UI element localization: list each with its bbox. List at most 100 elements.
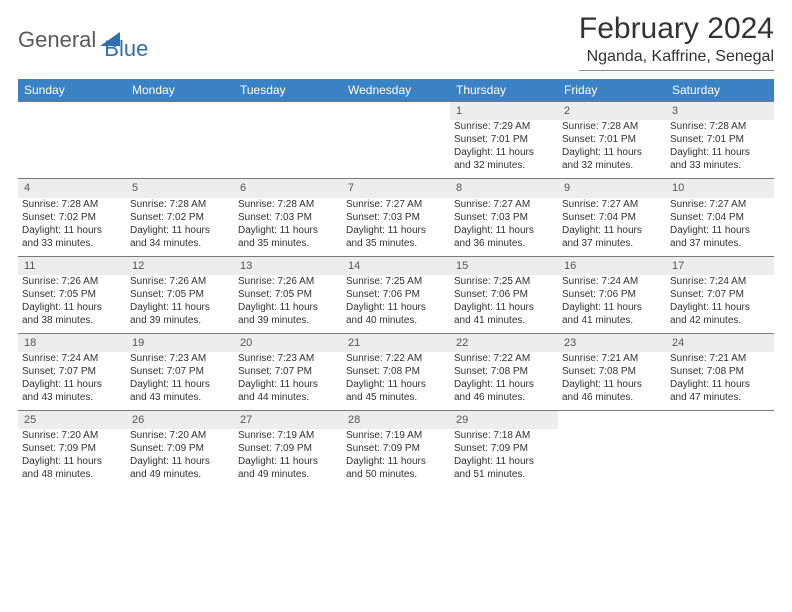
day-info-line: Sunset: 7:01 PM: [454, 133, 554, 146]
day-info-cell: Sunrise: 7:22 AMSunset: 7:08 PMDaylight:…: [450, 352, 558, 411]
day-number-cell: 20: [234, 333, 342, 352]
day-number-cell: 15: [450, 256, 558, 275]
day-info-line: Sunset: 7:05 PM: [238, 288, 338, 301]
day-info-line: Daylight: 11 hours: [346, 224, 446, 237]
day-info-cell: Sunrise: 7:28 AMSunset: 7:02 PMDaylight:…: [18, 198, 126, 257]
day-info-line: Sunrise: 7:22 AM: [454, 352, 554, 365]
day-info-cell: Sunrise: 7:20 AMSunset: 7:09 PMDaylight:…: [126, 429, 234, 487]
day-info-line: Sunrise: 7:29 AM: [454, 120, 554, 133]
day-number-cell: [18, 102, 126, 121]
day-info-line: Sunset: 7:06 PM: [562, 288, 662, 301]
day-number-cell: 13: [234, 256, 342, 275]
day-info-line: Sunset: 7:02 PM: [130, 211, 230, 224]
day-info-line: Sunset: 7:07 PM: [22, 365, 122, 378]
day-info-line: Sunrise: 7:27 AM: [670, 198, 770, 211]
day-info-line: Sunset: 7:08 PM: [346, 365, 446, 378]
day-info-line: Sunrise: 7:27 AM: [346, 198, 446, 211]
day-number-cell: 22: [450, 333, 558, 352]
day-number-cell: 4: [18, 179, 126, 198]
info-row: Sunrise: 7:28 AMSunset: 7:02 PMDaylight:…: [18, 198, 774, 257]
day-info-cell: Sunrise: 7:26 AMSunset: 7:05 PMDaylight:…: [18, 275, 126, 334]
day-info-line: Sunrise: 7:20 AM: [22, 429, 122, 442]
day-number-cell: 24: [666, 333, 774, 352]
day-number-cell: 14: [342, 256, 450, 275]
day-info-line: Sunset: 7:07 PM: [238, 365, 338, 378]
logo: General Blue: [18, 18, 148, 62]
day-info-cell: Sunrise: 7:25 AMSunset: 7:06 PMDaylight:…: [450, 275, 558, 334]
day-number-cell: 5: [126, 179, 234, 198]
day-info-line: Daylight: 11 hours: [346, 455, 446, 468]
day-info-line: Sunset: 7:08 PM: [454, 365, 554, 378]
day-info-line: Sunset: 7:03 PM: [346, 211, 446, 224]
day-info-line: Daylight: 11 hours: [454, 301, 554, 314]
day-info-line: and 35 minutes.: [238, 237, 338, 250]
day-number-cell: 1: [450, 102, 558, 121]
day-info-cell: Sunrise: 7:29 AMSunset: 7:01 PMDaylight:…: [450, 120, 558, 179]
day-number-cell: [666, 411, 774, 430]
day-info-cell: Sunrise: 7:19 AMSunset: 7:09 PMDaylight:…: [342, 429, 450, 487]
day-info-cell: [234, 120, 342, 179]
day-info-line: and 33 minutes.: [670, 159, 770, 172]
daynum-row: 45678910: [18, 179, 774, 198]
day-info-line: and 45 minutes.: [346, 391, 446, 404]
day-info-line: Sunrise: 7:26 AM: [238, 275, 338, 288]
day-info-cell: Sunrise: 7:19 AMSunset: 7:09 PMDaylight:…: [234, 429, 342, 487]
day-info-line: Daylight: 11 hours: [238, 301, 338, 314]
day-info-line: and 47 minutes.: [670, 391, 770, 404]
day-info-cell: Sunrise: 7:24 AMSunset: 7:07 PMDaylight:…: [18, 352, 126, 411]
day-info-line: Daylight: 11 hours: [238, 455, 338, 468]
day-info-line: Sunrise: 7:22 AM: [346, 352, 446, 365]
day-info-line: Daylight: 11 hours: [22, 224, 122, 237]
day-info-line: Sunset: 7:09 PM: [346, 442, 446, 455]
day-info-line: Daylight: 11 hours: [454, 455, 554, 468]
day-info-line: Daylight: 11 hours: [22, 455, 122, 468]
day-number-cell: 29: [450, 411, 558, 430]
day-info-line: Sunrise: 7:23 AM: [130, 352, 230, 365]
day-info-line: Sunrise: 7:23 AM: [238, 352, 338, 365]
day-info-cell: Sunrise: 7:18 AMSunset: 7:09 PMDaylight:…: [450, 429, 558, 487]
day-info-line: Sunrise: 7:26 AM: [130, 275, 230, 288]
day-number-cell: [234, 102, 342, 121]
day-number-cell: [126, 102, 234, 121]
weekday-header: Sunday: [18, 79, 126, 102]
day-info-line: Sunset: 7:05 PM: [22, 288, 122, 301]
day-info-line: Sunrise: 7:19 AM: [238, 429, 338, 442]
day-info-line: Sunset: 7:01 PM: [562, 133, 662, 146]
day-info-line: Daylight: 11 hours: [130, 224, 230, 237]
day-number-cell: 7: [342, 179, 450, 198]
day-info-line: Sunrise: 7:19 AM: [346, 429, 446, 442]
day-number-cell: 17: [666, 256, 774, 275]
day-info-cell: Sunrise: 7:20 AMSunset: 7:09 PMDaylight:…: [18, 429, 126, 487]
day-info-line: Sunrise: 7:28 AM: [238, 198, 338, 211]
day-number-cell: 19: [126, 333, 234, 352]
day-info-cell: Sunrise: 7:28 AMSunset: 7:02 PMDaylight:…: [126, 198, 234, 257]
day-info-line: Daylight: 11 hours: [454, 224, 554, 237]
day-info-cell: Sunrise: 7:23 AMSunset: 7:07 PMDaylight:…: [234, 352, 342, 411]
day-info-line: Daylight: 11 hours: [670, 301, 770, 314]
day-info-cell: Sunrise: 7:21 AMSunset: 7:08 PMDaylight:…: [666, 352, 774, 411]
header: General Blue February 2024 Nganda, Kaffr…: [18, 12, 774, 71]
day-info-line: and 44 minutes.: [238, 391, 338, 404]
day-number-cell: 11: [18, 256, 126, 275]
day-info-line: Sunset: 7:07 PM: [670, 288, 770, 301]
day-info-line: Daylight: 11 hours: [454, 378, 554, 391]
day-info-line: Sunset: 7:09 PM: [22, 442, 122, 455]
weekday-header: Monday: [126, 79, 234, 102]
day-info-line: and 43 minutes.: [22, 391, 122, 404]
day-info-line: and 37 minutes.: [670, 237, 770, 250]
day-info-line: Daylight: 11 hours: [22, 301, 122, 314]
day-info-line: and 42 minutes.: [670, 314, 770, 327]
location-subtitle: Nganda, Kaffrine, Senegal: [579, 48, 774, 71]
day-info-line: Sunrise: 7:24 AM: [670, 275, 770, 288]
day-info-cell: Sunrise: 7:27 AMSunset: 7:03 PMDaylight:…: [342, 198, 450, 257]
day-info-line: and 49 minutes.: [130, 468, 230, 481]
day-info-line: Sunrise: 7:27 AM: [454, 198, 554, 211]
daynum-row: 2526272829: [18, 411, 774, 430]
day-number-cell: 23: [558, 333, 666, 352]
info-row: Sunrise: 7:29 AMSunset: 7:01 PMDaylight:…: [18, 120, 774, 179]
day-info-line: Daylight: 11 hours: [670, 224, 770, 237]
weekday-header: Thursday: [450, 79, 558, 102]
day-info-line: and 38 minutes.: [22, 314, 122, 327]
day-number-cell: 6: [234, 179, 342, 198]
day-info-line: and 37 minutes.: [562, 237, 662, 250]
